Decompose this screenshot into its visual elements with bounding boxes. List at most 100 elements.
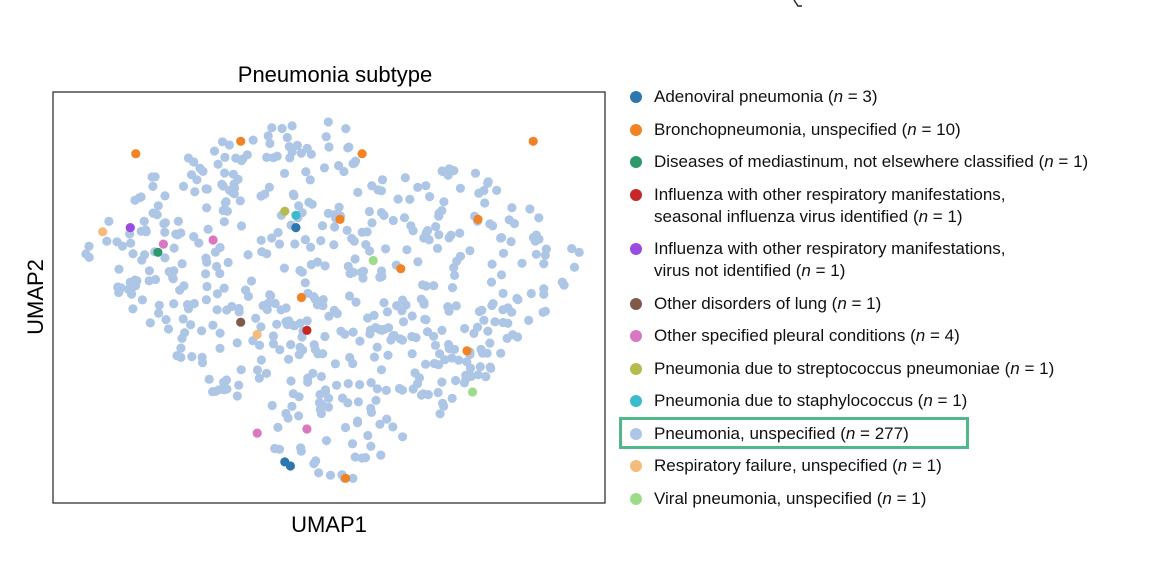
point-pneumonia-unspecified (276, 305, 286, 315)
point-series-8 (291, 210, 301, 220)
legend-swatch (630, 427, 642, 440)
point-pneumonia-unspecified (447, 353, 457, 363)
legend-item: Diseases of mediastinum, not elsewhere c… (626, 151, 1166, 173)
point-pneumonia-unspecified (202, 281, 212, 292)
point-pneumonia-unspecified (169, 243, 179, 253)
point-pneumonia-unspecified (362, 227, 372, 237)
point-series-10 (98, 227, 108, 237)
point-pneumonia-unspecified (318, 349, 328, 359)
point-pneumonia-unspecified (383, 350, 393, 360)
point-pneumonia-unspecified (256, 235, 266, 245)
point-pneumonia-unspecified (433, 387, 443, 398)
x-axis-label: UMAP1 (291, 512, 367, 537)
point-pneumonia-unspecified (152, 210, 162, 220)
point-series-1 (462, 346, 472, 356)
point-pneumonia-unspecified (153, 201, 163, 211)
point-pneumonia-unspecified (525, 204, 535, 214)
point-pneumonia-unspecified (179, 281, 189, 291)
point-pneumonia-unspecified (294, 411, 304, 421)
point-pneumonia-unspecified (267, 123, 277, 133)
point-pneumonia-unspecified (569, 262, 580, 272)
point-pneumonia-unspecified (294, 350, 304, 360)
point-pneumonia-unspecified (272, 319, 282, 329)
point-pneumonia-unspecified (474, 188, 484, 198)
point-series-7 (280, 206, 290, 216)
point-pneumonia-unspecified (480, 198, 490, 208)
point-pneumonia-unspecified (297, 332, 307, 342)
point-pneumonia-unspecified (323, 117, 333, 127)
point-pneumonia-unspecified (353, 416, 363, 426)
point-pneumonia-unspecified (292, 140, 302, 150)
point-pneumonia-unspecified (358, 273, 368, 283)
point-pneumonia-unspecified (114, 287, 124, 298)
point-pneumonia-unspecified (353, 187, 363, 197)
point-pneumonia-unspecified (252, 365, 263, 375)
point-pneumonia-unspecified (235, 196, 245, 206)
point-pneumonia-unspecified (286, 340, 296, 350)
point-pneumonia-unspecified (302, 143, 312, 153)
point-pneumonia-unspecified (413, 257, 423, 267)
point-pneumonia-unspecified (498, 248, 509, 258)
point-pneumonia-unspecified (150, 172, 160, 182)
point-pneumonia-unspecified (137, 255, 147, 265)
point-pneumonia-unspecified (177, 259, 187, 269)
point-pneumonia-unspecified (201, 253, 211, 263)
point-series-4 (125, 223, 135, 233)
point-pneumonia-unspecified (450, 270, 460, 280)
point-pneumonia-unspecified (324, 142, 334, 152)
point-pneumonia-unspecified (347, 439, 358, 449)
point-pneumonia-unspecified (295, 342, 305, 352)
legend-item: Viral pneumonia, unspecified (n = 1) (626, 488, 1166, 510)
point-pneumonia-unspecified (300, 278, 310, 288)
legend-swatch (630, 91, 642, 103)
point-pneumonia-unspecified (408, 226, 418, 236)
point-pneumonia-unspecified (210, 247, 220, 257)
point-pneumonia-unspecified (342, 225, 352, 235)
point-pneumonia-unspecified (160, 253, 170, 263)
point-pneumonia-unspecified (388, 422, 398, 432)
point-pneumonia-unspecified (502, 333, 512, 343)
legend-label: Diseases of mediastinum, not elsewhere c… (654, 152, 1034, 171)
point-pneumonia-unspecified (128, 249, 138, 259)
point-pneumonia-unspecified (212, 289, 222, 299)
point-pneumonia-unspecified (314, 398, 325, 408)
legend-count: 1 (1039, 358, 1049, 378)
point-pneumonia-unspecified (144, 266, 154, 276)
point-pneumonia-unspecified (432, 243, 443, 253)
point-pneumonia-unspecified (243, 291, 253, 301)
legend-count: 1 (926, 456, 937, 475)
point-pneumonia-unspecified (350, 156, 361, 166)
point-pneumonia-unspecified (330, 222, 340, 232)
point-pneumonia-unspecified (421, 359, 431, 369)
point-pneumonia-unspecified (180, 328, 190, 338)
point-pneumonia-unspecified (498, 317, 508, 328)
point-pneumonia-unspecified (263, 298, 273, 308)
point-pneumonia-unspecified (486, 363, 496, 373)
point-pneumonia-unspecified (479, 315, 489, 325)
point-pneumonia-unspecified (334, 202, 344, 212)
point-pneumonia-unspecified (208, 387, 218, 397)
point-pneumonia-unspecified (539, 284, 549, 294)
point-pneumonia-unspecified (215, 328, 225, 338)
point-pneumonia-unspecified (447, 393, 457, 403)
point-pneumonia-unspecified (524, 315, 534, 325)
point-pneumonia-unspecified (309, 292, 319, 302)
point-pneumonia-unspecified (429, 281, 439, 291)
point-pneumonia-unspecified (376, 208, 387, 218)
point-pneumonia-unspecified (419, 299, 429, 309)
legend-count: 1 (911, 488, 921, 508)
point-pneumonia-unspecified (350, 254, 360, 264)
point-pneumonia-unspecified (279, 168, 290, 178)
point-series-1 (236, 136, 246, 146)
point-pneumonia-unspecified (435, 409, 445, 419)
point-series-6 (302, 424, 312, 434)
legend-swatch (630, 188, 642, 201)
point-pneumonia-unspecified (248, 135, 258, 145)
point-pneumonia-unspecified (397, 385, 407, 395)
point-pneumonia-unspecified (236, 221, 247, 231)
legend-label: Influenza with other respiratory manifes… (654, 239, 1006, 280)
point-pneumonia-unspecified (303, 377, 313, 387)
point-pneumonia-unspecified (487, 259, 497, 269)
point-pneumonia-unspecified (274, 444, 285, 454)
point-pneumonia-unspecified (176, 352, 186, 362)
